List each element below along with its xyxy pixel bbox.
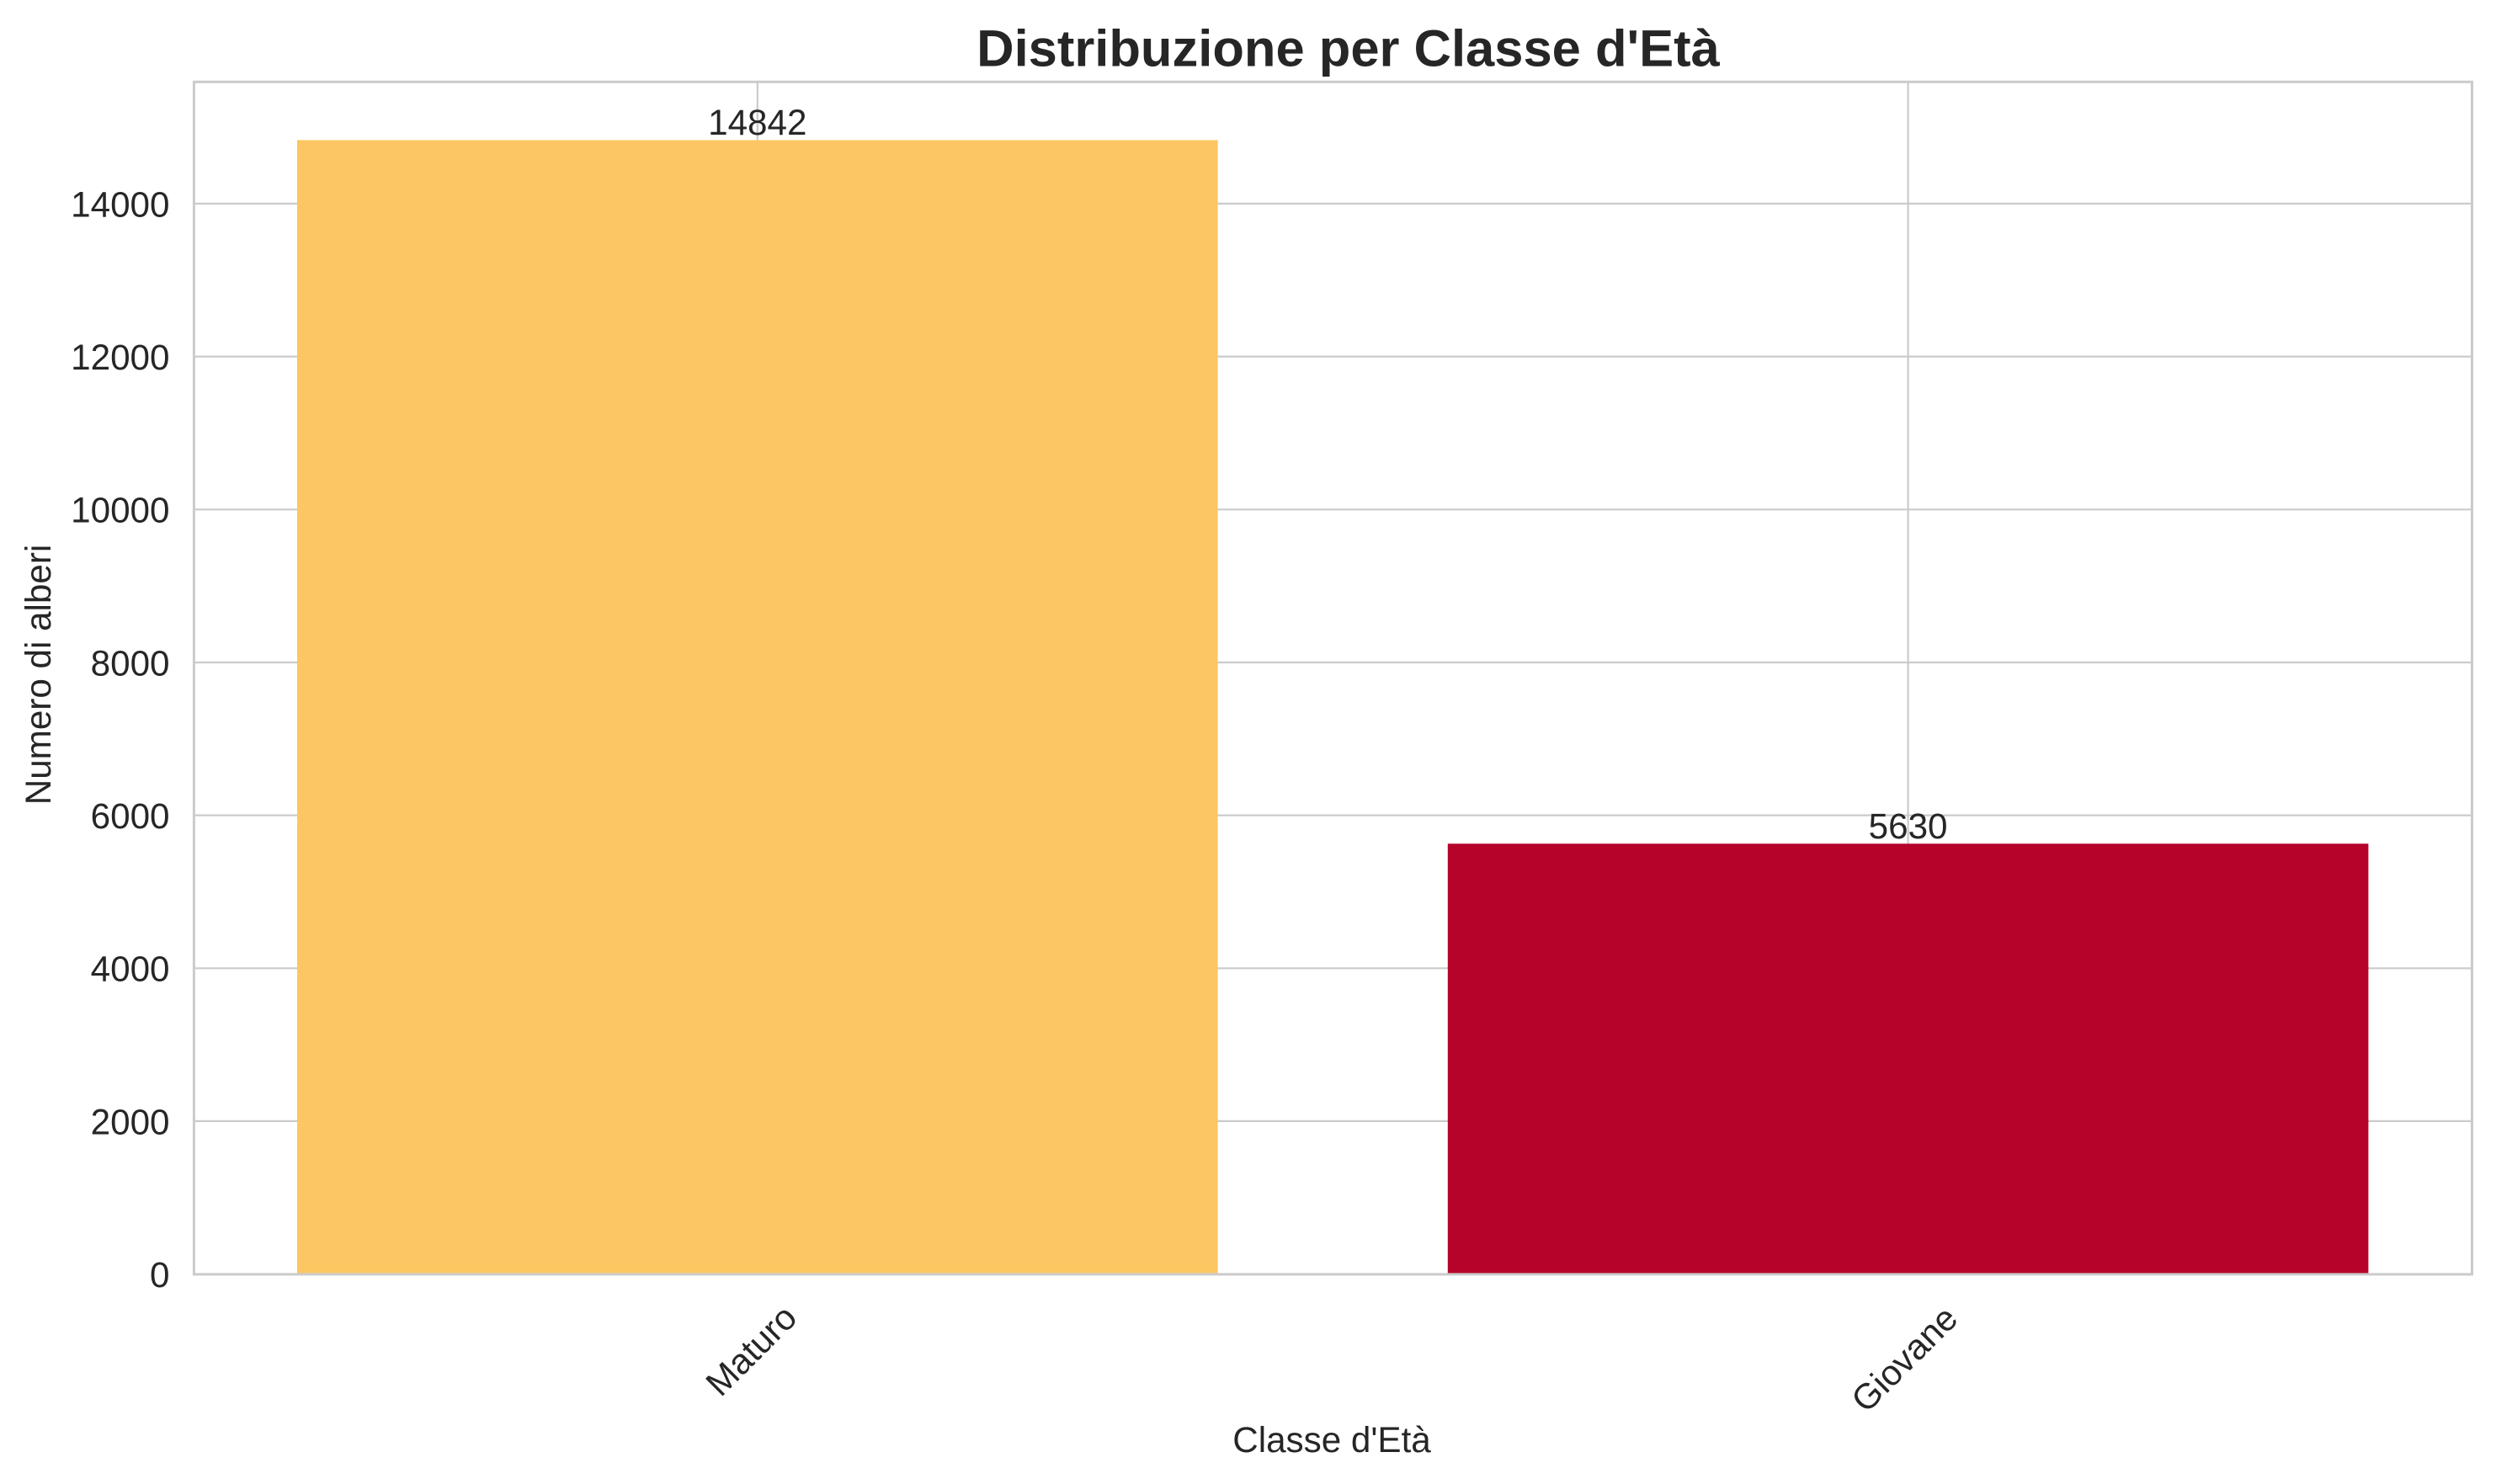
svg-text:6000: 6000 [91,796,170,836]
svg-text:Classe d'Età: Classe d'Età [1232,1420,1431,1460]
svg-text:8000: 8000 [91,643,170,683]
svg-text:10000: 10000 [71,491,169,530]
svg-text:0: 0 [150,1255,169,1295]
svg-text:Distribuzione per Classe d'Età: Distribuzione per Classe d'Età [977,20,1720,78]
svg-text:2000: 2000 [91,1102,170,1141]
svg-text:4000: 4000 [91,949,170,989]
svg-text:Numero di alberi: Numero di alberi [19,545,58,806]
svg-text:14000: 14000 [71,184,169,224]
svg-text:5630: 5630 [1869,806,1948,846]
svg-text:12000: 12000 [71,338,169,377]
svg-text:14842: 14842 [708,103,806,142]
